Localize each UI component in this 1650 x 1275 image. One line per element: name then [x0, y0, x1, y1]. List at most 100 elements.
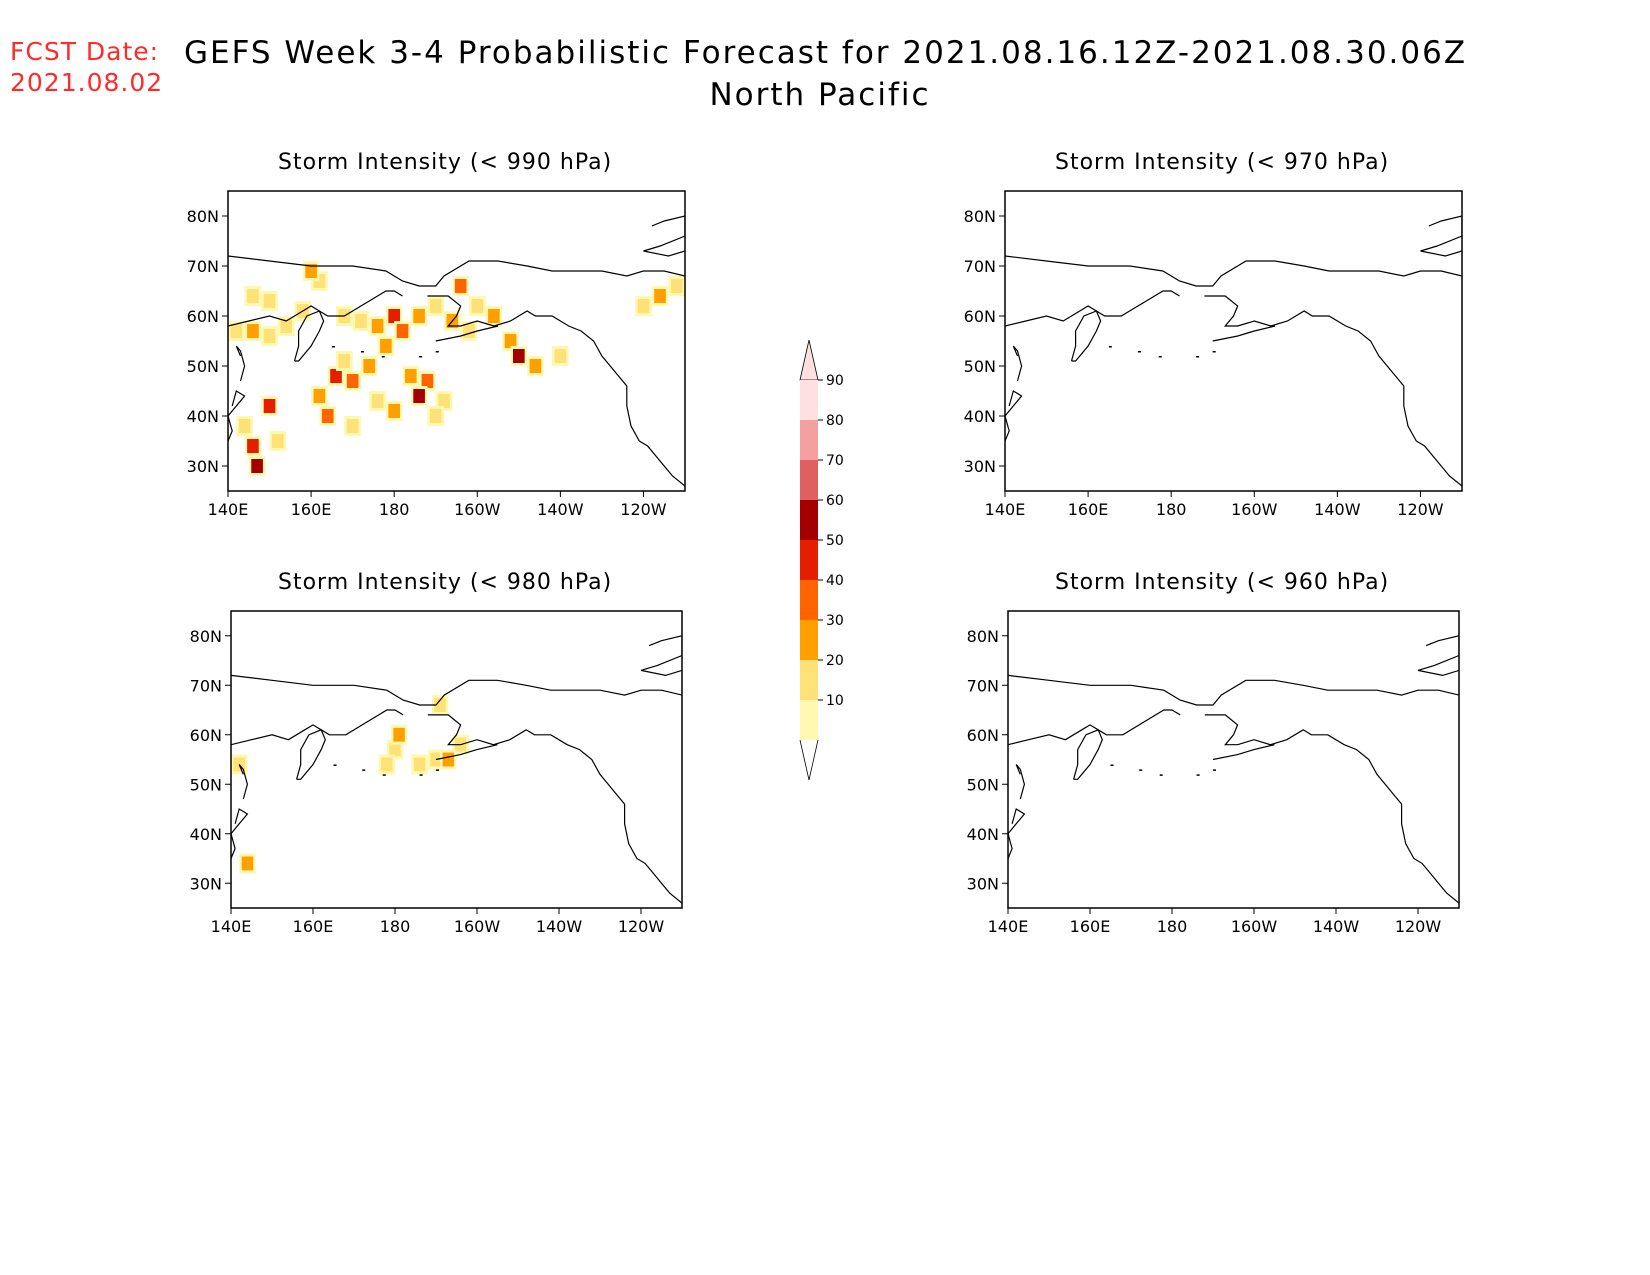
map-panel-960: 140E 160E 180 160W 140W 120W 80N 70N 60N 50N 40N 30…	[967, 610, 1460, 936]
colorbar-swatch	[800, 420, 818, 460]
prob-cell	[488, 309, 500, 323]
y-tick-label: 40N	[964, 407, 996, 426]
colorbar-label: 60	[826, 493, 844, 509]
prob-cell	[687, 309, 699, 323]
prob-cell	[346, 419, 359, 433]
prob-cell	[413, 309, 425, 323]
x-tick-label: 160W	[454, 917, 501, 936]
prob-cell	[471, 299, 484, 313]
coastline	[1008, 674, 1459, 706]
colorbar-label: 70	[826, 453, 844, 469]
y-tick-label: 60N	[190, 726, 222, 745]
prob-cell	[247, 439, 259, 453]
x-tick-label: 140W	[537, 500, 584, 519]
prob-cell	[670, 279, 683, 293]
x-tick-label: 180	[1157, 917, 1188, 936]
prob-cell-outer	[697, 316, 714, 336]
map-frame	[1007, 610, 1460, 909]
colorbar-swatch	[800, 460, 818, 500]
island	[1139, 769, 1143, 771]
y-tick-label: 70N	[190, 676, 222, 695]
prob-cell	[393, 727, 405, 742]
prob-cell	[463, 324, 475, 338]
panel-title-980: Storm Intensity (< 980 hPa)	[278, 570, 613, 595]
prob-cell-outer	[710, 326, 727, 346]
plot-area: 140E 160E 180 160W 140W 120W 80N 70N 60N 50N 40N 30…	[187, 190, 727, 519]
y-tick-label: 40N	[190, 825, 222, 844]
x-tick-label: 160E	[1068, 500, 1109, 519]
prob-cell	[371, 394, 384, 408]
x-tick-label: 160E	[293, 917, 334, 936]
prob-cell	[313, 389, 326, 403]
prob-cell	[321, 409, 334, 423]
coastline	[228, 255, 685, 287]
island	[1158, 356, 1162, 358]
map-panel-970: 140E 160E 180 160W 140W 120W 80N 70N 60N 50N 40N 30…	[964, 190, 1463, 519]
y-tick-label: 30N	[187, 457, 219, 476]
x-tick-label: 140W	[1313, 917, 1360, 936]
island	[419, 774, 423, 776]
coastline	[296, 729, 326, 780]
prob-cell	[442, 752, 455, 767]
x-tick-label: 160E	[291, 500, 332, 519]
y-tick-label: 50N	[190, 775, 222, 794]
y-tick-label: 80N	[964, 207, 996, 226]
y-tick-label: 70N	[967, 676, 999, 695]
coastline	[231, 674, 682, 706]
prob-cell	[381, 757, 393, 772]
coastline	[228, 290, 403, 327]
prob-cell	[389, 742, 401, 757]
prob-cell	[700, 319, 712, 333]
island	[436, 769, 439, 771]
coastline	[293, 310, 325, 362]
island	[1213, 769, 1216, 771]
coastline	[231, 709, 404, 746]
colorbar-label: 20	[826, 653, 844, 669]
page-subtitle: North Pacific	[709, 77, 931, 113]
coastline	[1212, 744, 1275, 761]
colorbar-swatch	[800, 580, 818, 620]
prob-cell	[263, 399, 276, 413]
island	[362, 769, 366, 771]
x-tick-label: 140E	[988, 917, 1029, 936]
forecast-date-block: FCST Date: 2021.08.02	[10, 36, 163, 98]
island	[360, 351, 364, 353]
x-tick-label: 180	[1156, 500, 1187, 519]
x-tick-label: 180	[379, 500, 410, 519]
coastline	[1005, 255, 1462, 287]
prob-cell	[404, 369, 417, 383]
prob-cell	[434, 698, 446, 712]
prob-cell	[263, 294, 276, 308]
island	[1212, 351, 1216, 353]
y-tick-label: 30N	[190, 874, 222, 893]
y-tick-label: 60N	[967, 726, 999, 745]
map-frame	[230, 610, 683, 909]
prob-cell	[230, 324, 243, 338]
island	[419, 356, 423, 358]
prob-cell	[529, 359, 542, 373]
colorbar-bottom-arrow	[799, 739, 819, 781]
colorbar-swatch	[800, 380, 818, 420]
colorbar-swatch	[800, 540, 818, 580]
island	[1108, 346, 1112, 348]
prob-cell	[247, 289, 259, 303]
coastline	[435, 325, 499, 342]
coastline	[1204, 295, 1462, 487]
x-tick-label: 160W	[454, 500, 501, 519]
prob-cell	[330, 369, 342, 383]
prob-cell	[429, 409, 442, 423]
colorbar: 90 80 70 60 50 40 30 20 10	[799, 339, 844, 781]
prob-cell	[388, 404, 400, 418]
coastline	[1420, 215, 1462, 257]
prob-cell	[247, 324, 259, 338]
coastline	[1012, 345, 1023, 382]
coastline	[640, 635, 682, 677]
x-tick-label: 120W	[618, 917, 665, 936]
coastline	[427, 714, 682, 904]
y-tick-label: 50N	[967, 775, 999, 794]
x-tick-label: 140W	[536, 917, 583, 936]
island	[1159, 774, 1163, 776]
y-tick-label: 40N	[967, 825, 999, 844]
plot-area: 140E 160E 180 160W 140W 120W 80N 70N 60N 50N 40N 30…	[190, 610, 683, 936]
y-tick-label: 50N	[187, 357, 219, 376]
